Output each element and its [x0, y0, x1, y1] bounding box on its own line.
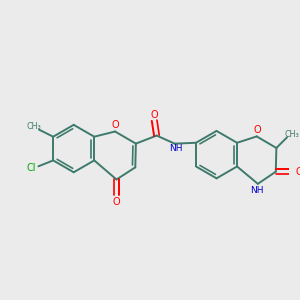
Text: O: O	[295, 167, 300, 177]
Text: O: O	[111, 120, 119, 130]
Text: CH₃: CH₃	[285, 130, 300, 139]
Text: O: O	[254, 125, 261, 135]
Text: O: O	[113, 197, 120, 207]
Text: O: O	[151, 110, 158, 120]
Text: NH: NH	[169, 144, 183, 153]
Text: Cl: Cl	[26, 163, 36, 173]
Text: NH: NH	[250, 186, 264, 195]
Text: CH₃: CH₃	[26, 122, 41, 131]
